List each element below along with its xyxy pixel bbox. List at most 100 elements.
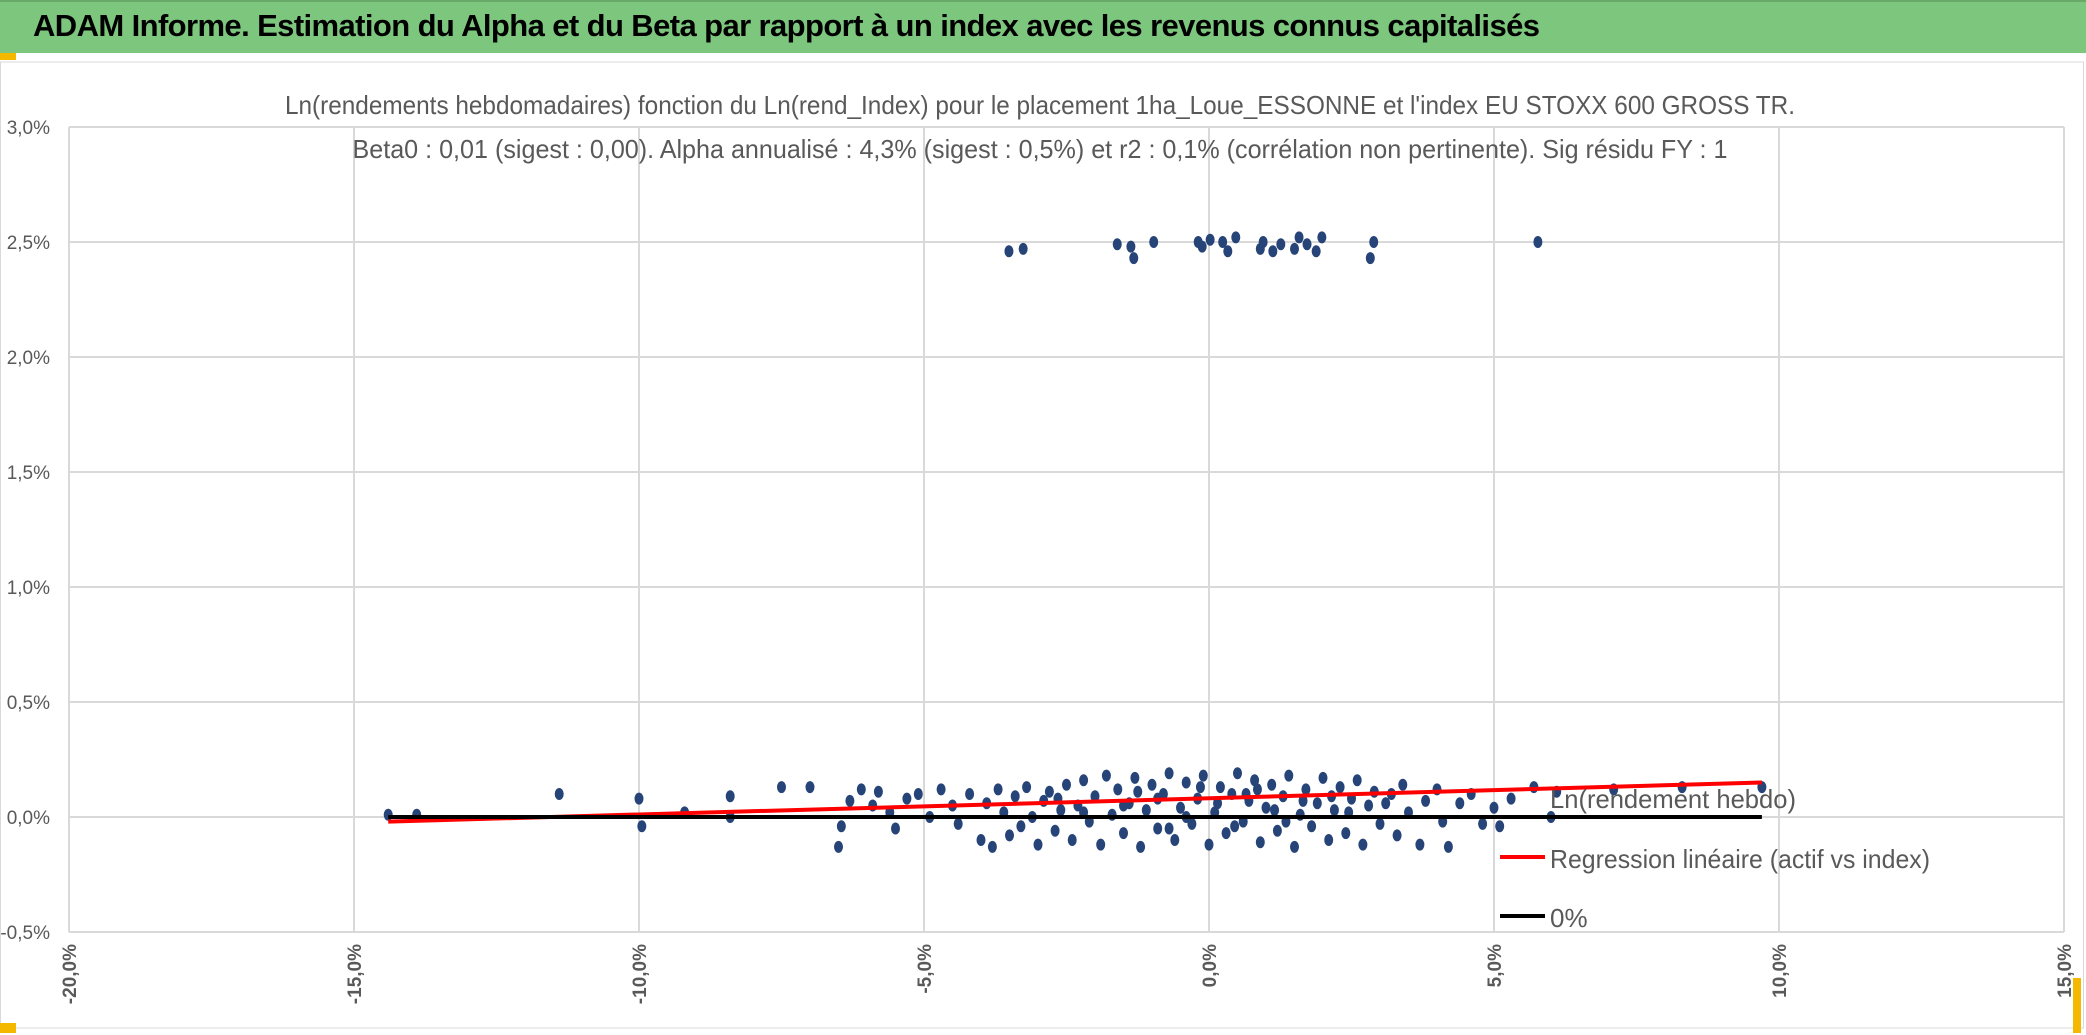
data-point bbox=[1489, 801, 1499, 814]
data-point bbox=[1294, 231, 1304, 244]
corner-marker bbox=[2073, 978, 2081, 1033]
grid-lines bbox=[68, 126, 2065, 933]
data-point bbox=[1317, 231, 1327, 244]
data-point bbox=[1231, 231, 1241, 244]
legend-label-points: Ln(rendement hebdo) bbox=[1550, 784, 1796, 814]
data-point bbox=[1495, 820, 1505, 833]
data-point bbox=[891, 822, 900, 835]
data-point bbox=[936, 783, 946, 796]
data-point bbox=[1133, 785, 1143, 798]
data-point bbox=[1197, 240, 1207, 253]
data-point bbox=[1205, 233, 1215, 246]
data-point bbox=[1364, 799, 1374, 812]
data-point bbox=[1443, 840, 1453, 853]
data-point bbox=[1307, 820, 1317, 833]
data-point bbox=[913, 788, 923, 800]
data-point bbox=[1218, 236, 1228, 248]
data-point bbox=[1324, 834, 1334, 846]
x-tick-label: 0,0% bbox=[1200, 944, 1221, 987]
data-point bbox=[1329, 804, 1339, 817]
data-point bbox=[836, 820, 846, 833]
data-point bbox=[1181, 776, 1191, 789]
data-point bbox=[1258, 236, 1268, 248]
data-point bbox=[856, 783, 866, 796]
data-point bbox=[637, 820, 647, 833]
data-point bbox=[1016, 820, 1026, 833]
data-point bbox=[634, 792, 644, 805]
data-point bbox=[1533, 236, 1543, 248]
data-point bbox=[1149, 236, 1159, 248]
x-axis-ticks: -20,0% -15,0% -10,0% -5,0% 0,0% 5,0% 10,0% 15,0… bbox=[60, 944, 2076, 1004]
x-tick-label: -5,0% bbox=[915, 944, 936, 994]
data-point bbox=[1352, 774, 1362, 787]
data-point bbox=[902, 792, 912, 805]
chart-frame bbox=[0, 61, 2084, 1029]
data-point bbox=[1018, 242, 1028, 255]
data-point bbox=[777, 781, 786, 794]
data-point bbox=[1415, 838, 1425, 851]
x-tick-label: 15,0% bbox=[2055, 944, 2076, 998]
data-point bbox=[1392, 829, 1402, 842]
data-point bbox=[1126, 240, 1136, 253]
report-title: ADAM Informe. Estimation du Alpha et du … bbox=[33, 8, 1540, 43]
y-tick-label: 2,0% bbox=[7, 348, 50, 369]
data-point bbox=[1136, 840, 1146, 853]
data-point bbox=[1272, 824, 1282, 837]
data-point bbox=[845, 794, 855, 807]
legend-label-regression: Regression linéaire (actif vs index) bbox=[1550, 844, 1930, 874]
data-point bbox=[1290, 840, 1299, 853]
data-point bbox=[1004, 245, 1014, 258]
data-point bbox=[1215, 781, 1225, 794]
data-point bbox=[805, 781, 815, 794]
data-point bbox=[1455, 797, 1465, 810]
scatter-points bbox=[383, 231, 1767, 853]
data-point bbox=[1101, 769, 1111, 782]
data-point bbox=[1233, 767, 1242, 780]
data-point bbox=[1056, 804, 1066, 817]
report-header: ADAM Informe. Estimation du Alpha et du … bbox=[0, 0, 2086, 53]
x-tick-label: 5,0% bbox=[1485, 944, 1506, 987]
data-point bbox=[1268, 245, 1278, 258]
data-point bbox=[1261, 801, 1271, 814]
data-point bbox=[873, 785, 883, 798]
data-point bbox=[1113, 783, 1123, 796]
data-point bbox=[1478, 817, 1488, 830]
x-tick-label: 10,0% bbox=[1770, 944, 1791, 998]
data-point bbox=[1284, 769, 1294, 782]
y-tick-label: 0,0% bbox=[7, 808, 50, 829]
data-point bbox=[1147, 778, 1157, 791]
data-point bbox=[1062, 778, 1071, 791]
data-point bbox=[965, 788, 975, 800]
data-point bbox=[1302, 238, 1312, 251]
data-point bbox=[1022, 781, 1032, 794]
x-tick-label: -15,0% bbox=[345, 944, 366, 1004]
data-point bbox=[834, 840, 843, 853]
y-tick-label: 2,5% bbox=[7, 233, 50, 254]
data-point bbox=[1255, 836, 1265, 849]
corner-marker bbox=[0, 53, 16, 60]
data-point bbox=[1067, 834, 1077, 846]
data-point bbox=[1079, 774, 1089, 787]
data-point bbox=[987, 840, 997, 853]
data-point bbox=[1335, 781, 1345, 794]
x-tick-label: -20,0% bbox=[60, 944, 81, 1004]
data-point bbox=[1221, 827, 1231, 840]
data-point bbox=[1267, 778, 1277, 791]
data-point bbox=[725, 790, 735, 803]
data-point bbox=[993, 783, 1003, 796]
data-point bbox=[1170, 834, 1180, 846]
data-point bbox=[1096, 838, 1106, 851]
data-point bbox=[1301, 783, 1311, 796]
data-point bbox=[1311, 245, 1321, 258]
data-point bbox=[1176, 801, 1185, 814]
x-tick-label: -10,0% bbox=[630, 944, 651, 1004]
data-point bbox=[1187, 817, 1197, 830]
data-point bbox=[1290, 242, 1299, 255]
data-point bbox=[1129, 252, 1139, 265]
data-point bbox=[1130, 771, 1140, 784]
data-point bbox=[1381, 797, 1391, 810]
data-point bbox=[976, 834, 986, 846]
data-point bbox=[1369, 236, 1379, 248]
data-point bbox=[1090, 790, 1100, 803]
